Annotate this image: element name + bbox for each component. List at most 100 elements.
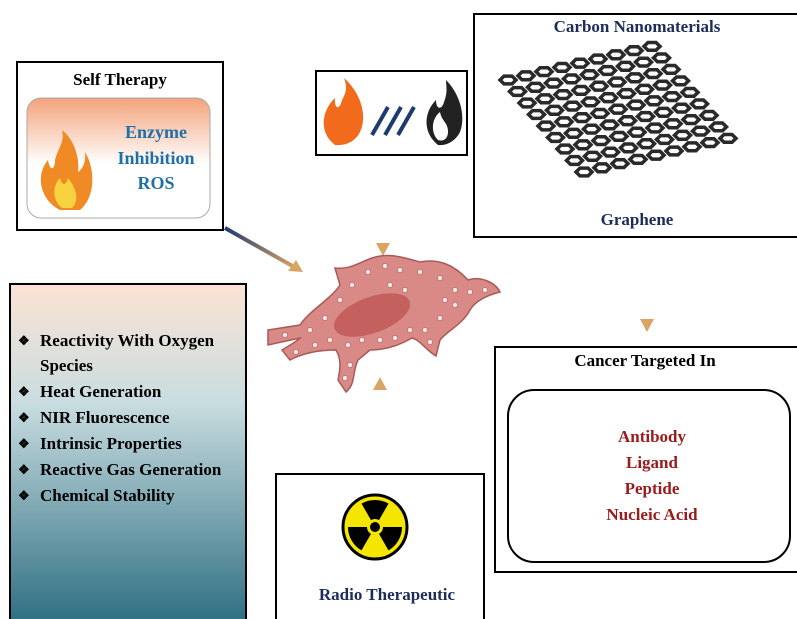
hexagon [599,146,622,158]
radio-title: Radio Therapeutic [319,585,456,604]
hexagon [607,103,629,115]
hexagon [616,115,639,127]
cancer-item: Nucleic Acid [606,505,698,524]
hexagon [534,93,556,105]
cancer-panel [507,389,791,563]
hexagon [634,110,657,123]
hexagon [644,122,666,134]
hexagon [698,109,720,122]
cell-dot [345,342,351,348]
hexagon [552,88,574,101]
hexagon [662,118,684,130]
property-item: Chemical Stability [12,483,242,508]
hexagon [625,99,647,111]
hexagon [570,84,592,97]
hexagon [533,65,555,78]
hexagon [516,97,538,109]
hexagon [615,87,638,100]
cell-dot [293,349,299,355]
hexagon [635,138,658,150]
cancer-item: Peptide [625,479,680,498]
hexagon [560,73,583,85]
hexagon [680,113,702,126]
hexagon [597,92,620,104]
cell-dot [342,375,348,381]
hexagon [598,119,621,131]
cell-dot [312,342,318,348]
cell-dots [282,263,488,381]
hexagon [669,75,692,87]
hexagon [632,56,655,68]
hexagon [617,142,640,154]
cell-dot [307,327,313,333]
arrow [224,226,297,270]
hexagon [641,40,663,53]
hexagon [663,145,685,157]
hexagon [589,107,611,120]
cell-dot [392,335,398,341]
hexagon [525,108,548,121]
cell-dot [422,327,428,333]
cancer-item: Ligand [626,453,679,472]
hexagon [609,157,631,170]
self-therapy-item: ROS [137,173,174,193]
cell-dot [397,267,403,273]
cell-dot [347,362,353,368]
carbon-label: Graphene [601,210,674,229]
hexagon [688,98,711,110]
hexagon [569,57,591,69]
hexagon [591,162,613,174]
fire-icon [323,78,364,146]
self-therapy-item: Inhibition [117,148,194,168]
flame-core [54,178,77,208]
hexagon [661,90,683,103]
cancer-title: Cancer Targeted In [574,351,716,370]
trefoil-blade [361,499,389,521]
cell-nucleus [333,293,411,337]
hexagon [587,53,609,65]
hexagon [671,129,694,141]
arrow-head [376,243,390,256]
hexagon [652,106,675,118]
cell-dot [322,315,328,321]
hexagon [651,79,674,91]
hexagon [544,131,567,144]
arrow-head [373,377,387,390]
hexagon [562,127,585,139]
hexagon [515,70,537,82]
cell-dot [407,327,413,333]
self-therapy-item: Enzyme [125,122,187,142]
hexagon [580,123,603,135]
cell-dot [377,337,383,343]
hexagon [670,102,693,114]
flame-icon [40,130,93,210]
cell-dot [382,263,388,269]
cell-dot [282,332,288,338]
hexagon [506,85,529,98]
hexagon [633,83,656,95]
carbon-title: Carbon Nanomaterials [554,17,721,36]
cell-dot [437,315,443,321]
hexagon [707,121,730,133]
hexagon [588,80,610,92]
hexagon [578,69,601,81]
property-item: Reactivity With Oxygen Species [12,328,242,378]
hexagon [571,111,593,124]
hexagon [681,141,703,153]
hexagon [679,86,701,99]
cell-dot [327,337,333,343]
hexagon [626,126,648,138]
wave-icon [370,106,416,136]
hexagon [642,67,664,80]
cell-dot [387,282,393,288]
hexagon [579,96,602,108]
hexagon [553,116,575,128]
arrow-head [640,319,654,332]
properties-list: Reactivity With Oxygen SpeciesHeat Gener… [12,328,242,509]
hexagon [497,74,519,86]
cell-dot [452,287,458,293]
hexagon [623,44,645,57]
hexagon [645,149,667,161]
trefoil-center [370,522,380,532]
